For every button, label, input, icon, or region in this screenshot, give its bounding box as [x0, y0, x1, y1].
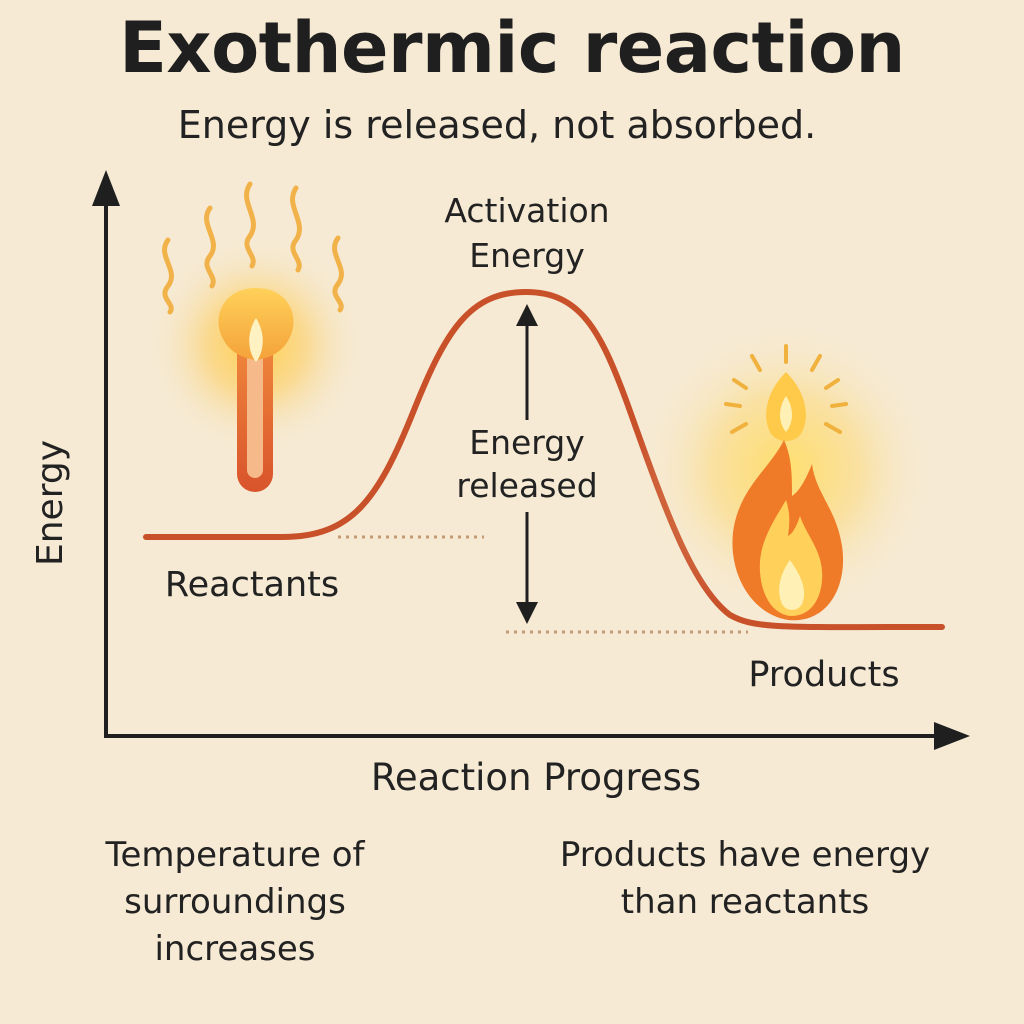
x-axis-arrowhead [934, 722, 970, 750]
products-label: Products [748, 655, 899, 695]
note-right: Products have energy than reactants [520, 832, 970, 926]
note-right-line: than reactants [620, 882, 870, 922]
page-title: Exothermic reaction [119, 7, 905, 89]
energy-released-arrow [516, 304, 538, 624]
flame-icon [636, 320, 936, 621]
heated-test-tube-icon [146, 181, 366, 492]
y-axis-arrowhead [92, 170, 120, 206]
reactants-label: Reactants [165, 565, 339, 605]
y-axis-label: Energy [30, 440, 71, 566]
note-left-line: surroundings [124, 882, 346, 922]
page-subtitle: Energy is released, not absorbed. [177, 103, 817, 147]
energy-curve [143, 288, 945, 631]
note-right-line: Products have energy [559, 835, 931, 875]
x-axis-label: Reaction Progress [371, 756, 701, 799]
activation-energy-label-line1: Activation [444, 191, 609, 230]
axes [92, 170, 970, 750]
activation-energy-label-line2: Energy [469, 236, 585, 275]
note-left: Temperature of surroundings increases [60, 832, 410, 973]
note-left-line: increases [154, 929, 316, 969]
note-left-line: Temperature of [105, 835, 365, 875]
energy-released-label-line1: Energy [469, 423, 585, 462]
energy-released-label-line2: released [456, 466, 597, 505]
